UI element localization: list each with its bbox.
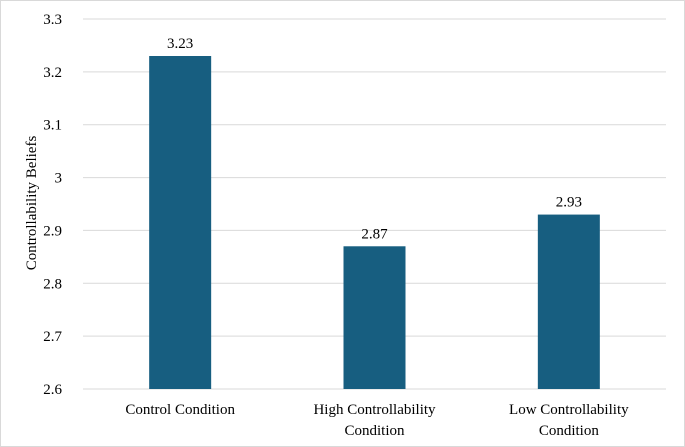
x-axis-ticks: Control Condition High Controllability Con… (125, 402, 629, 439)
data-label: 2.87 (361, 226, 388, 242)
bars (149, 56, 600, 389)
bar (149, 56, 212, 389)
y-tick-label: 2.9 (43, 223, 62, 239)
y-tick-label: 2.8 (43, 276, 62, 292)
data-label: 2.93 (556, 195, 582, 211)
y-tick-label: 3 (55, 171, 63, 187)
y-tick-label: 3.1 (43, 118, 62, 134)
bar (537, 214, 600, 389)
x-tick-label-line: Condition (344, 423, 405, 439)
y-axis-title: Controllability Beliefs (24, 136, 40, 271)
data-labels: 3.23 2.87 2.93 (167, 36, 582, 242)
x-tick-label-line: Condition (539, 423, 600, 439)
x-tick-label: High Controllability Condition (313, 402, 436, 439)
x-tick-label-line: Control Condition (125, 402, 235, 418)
y-tick-label: 2.6 (43, 382, 62, 398)
x-tick-label-line: Low Controllability (509, 402, 629, 418)
x-tick-label-line: High Controllability (313, 402, 436, 418)
x-tick-label: Low Controllability Condition (509, 402, 629, 439)
y-axis-ticks: 2.6 2.7 2.8 2.9 3 3.1 3.2 3.3 (43, 12, 62, 398)
y-tick-label: 2.7 (43, 329, 62, 345)
x-tick-label: Control Condition (125, 402, 235, 418)
bar (343, 246, 406, 389)
data-label: 3.23 (167, 36, 193, 52)
y-tick-label: 3.3 (43, 12, 62, 28)
y-tick-label: 3.2 (43, 65, 62, 81)
